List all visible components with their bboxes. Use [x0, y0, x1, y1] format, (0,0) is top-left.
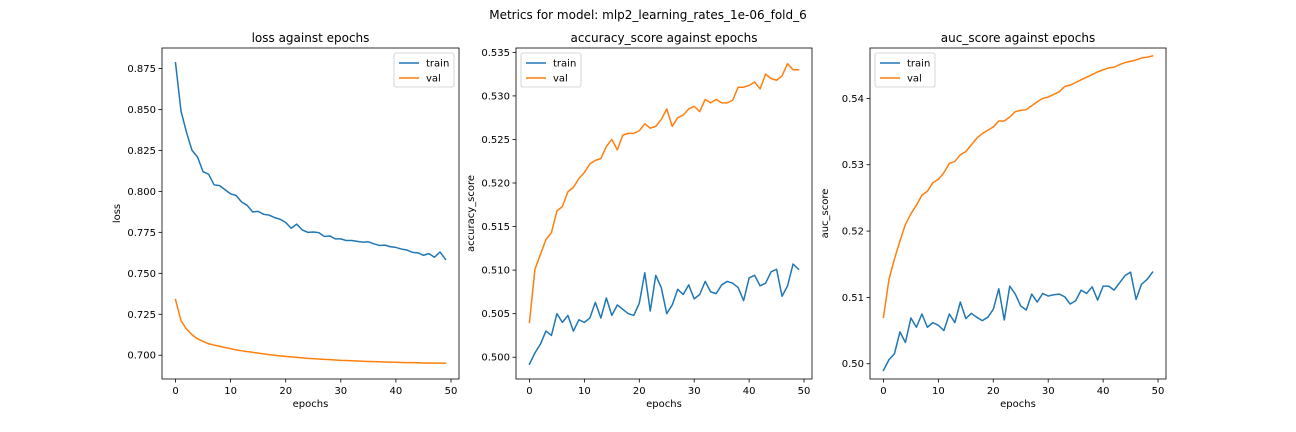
auc-y-tick-label: 0.52 [842, 227, 864, 238]
loss-series-val-line [174, 298, 447, 365]
auc-x-tick-label: 0 [880, 386, 886, 397]
accuracy-y-tick-label: 0.500 [481, 353, 510, 364]
accuracy-x-axis-label: epochs [646, 399, 682, 410]
accuracy-legend-val-label: val [553, 74, 568, 85]
auc-y-tick-label: 0.53 [842, 160, 864, 171]
auc-chart-title: auc_score against epochs [941, 31, 1095, 45]
loss-legend-val-label: val [426, 74, 441, 85]
accuracy-axes-frame [515, 47, 813, 380]
auc-y-tick-label: 0.51 [842, 293, 864, 304]
loss-x-tick-label: 0 [172, 386, 178, 397]
loss-legend-train-label: train [426, 59, 449, 70]
accuracy-y-axis-label: accuracy_score [466, 175, 477, 252]
accuracy-x-tick-label: 20 [633, 386, 646, 397]
loss-y-tick-label: 0.825 [127, 146, 156, 157]
auc-legend-train-label: train [907, 59, 930, 70]
accuracy-series-train-line [528, 263, 800, 366]
accuracy-series-val-line [528, 62, 800, 324]
auc-x-tick-label: 30 [1042, 386, 1055, 397]
accuracy-x-tick-label: 10 [578, 386, 591, 397]
auc-y-tick-label: 0.54 [842, 94, 864, 105]
auc-x-axis-label: epochs [1000, 399, 1036, 410]
accuracy-legend-train-label: train [553, 59, 576, 70]
loss-y-tick-label: 0.775 [127, 228, 156, 239]
loss-x-axis-label: epochs [293, 399, 329, 410]
accuracy-y-tick-label: 0.530 [481, 91, 510, 102]
loss-x-tick-label: 50 [445, 386, 458, 397]
auc-series-train-line [882, 271, 1154, 372]
accuracy-y-tick-label: 0.515 [481, 222, 510, 233]
loss-y-axis-label: loss [112, 204, 123, 223]
loss-x-tick-label: 40 [390, 386, 403, 397]
loss-y-tick-label: 0.800 [127, 187, 156, 198]
loss-y-tick-label: 0.700 [127, 351, 156, 362]
figure-suptitle: Metrics for model: mlp2_learning_rates_1… [489, 8, 807, 22]
auc-legend-val-label: val [907, 74, 922, 85]
accuracy-x-tick-label: 50 [798, 386, 811, 397]
loss-chart-title: loss against epochs [252, 31, 370, 45]
auc-axes-frame [869, 47, 1167, 380]
accuracy-y-tick-label: 0.505 [481, 309, 510, 320]
accuracy-x-tick-label: 30 [688, 386, 701, 397]
loss-y-tick-label: 0.850 [127, 105, 156, 116]
auc-x-tick-label: 10 [932, 386, 945, 397]
auc-chart-panel: auc_score against epochs 0 10 20 30 40 50 0.50 0… [820, 31, 1167, 410]
auc-x-tick-label: 40 [1097, 386, 1110, 397]
auc-y-axis-label: auc_score [820, 189, 831, 239]
auc-series-val-line [882, 55, 1154, 319]
accuracy-legend: train val [520, 52, 582, 88]
accuracy-x-tick-label: 0 [526, 386, 532, 397]
loss-x-tick-label: 20 [279, 386, 292, 397]
accuracy-y-tick-label: 0.520 [481, 179, 510, 190]
accuracy-chart-panel: accuracy_score against epochs 0 10 20 30 40 50… [466, 31, 813, 410]
accuracy-y-tick-label: 0.535 [481, 48, 510, 59]
loss-series-train-line [174, 61, 447, 261]
loss-y-tick-label: 0.750 [127, 269, 156, 280]
accuracy-y-tick-label: 0.525 [481, 135, 510, 146]
loss-x-tick-label: 10 [224, 386, 237, 397]
loss-chart-panel: loss against epochs 0 10 20 30 40 50 0.700 0.725… [112, 31, 460, 410]
accuracy-y-tick-label: 0.510 [481, 266, 510, 277]
auc-legend: train val [874, 52, 936, 88]
auc-x-tick-label: 50 [1152, 386, 1165, 397]
auc-y-tick-label: 0.50 [842, 359, 864, 370]
accuracy-chart-title: accuracy_score against epochs [570, 31, 757, 45]
auc-x-tick-label: 20 [987, 386, 1000, 397]
loss-x-tick-label: 30 [334, 386, 347, 397]
loss-axes-frame [161, 47, 460, 380]
loss-y-tick-label: 0.725 [127, 310, 156, 321]
loss-legend: train val [393, 52, 455, 88]
loss-y-tick-label: 0.875 [127, 64, 156, 75]
accuracy-x-tick-label: 40 [743, 386, 756, 397]
